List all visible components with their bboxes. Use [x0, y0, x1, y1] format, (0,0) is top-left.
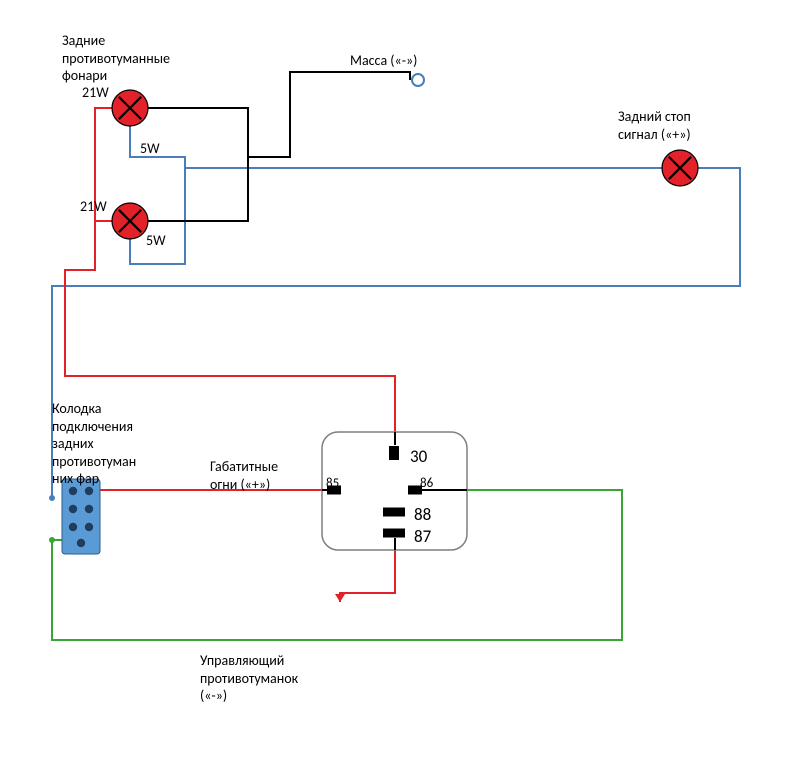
label-5w-a: 5W: [140, 140, 160, 158]
label-21w-a: 21W: [82, 84, 109, 102]
lamp-top-icon: [112, 90, 148, 126]
label-mass: Масса («-»): [350, 52, 417, 70]
label-5w-b: 5W: [146, 232, 166, 250]
label-pin30: 30: [410, 446, 427, 467]
lamp-bot-icon: [112, 203, 148, 239]
label-connector: Колодка подключения задних противотуман …: [52, 400, 136, 488]
label-control-fog: Управляющий противотуманок («-»): [200, 652, 298, 705]
label-21w-b: 21W: [80, 198, 107, 216]
label-marker-lights: Габатитные огни («+»): [210, 458, 278, 493]
lamp-right-icon: [662, 150, 698, 186]
label-stop-signal: Задний стоп сигнал («+»): [618, 108, 691, 143]
label-pin85: 85: [326, 476, 339, 492]
label-pin87: 87: [414, 526, 431, 547]
label-pin88: 88: [414, 504, 431, 525]
label-pin86: 86: [420, 476, 433, 492]
label-fog-rear: Задние противотуманные фонари: [62, 32, 170, 85]
